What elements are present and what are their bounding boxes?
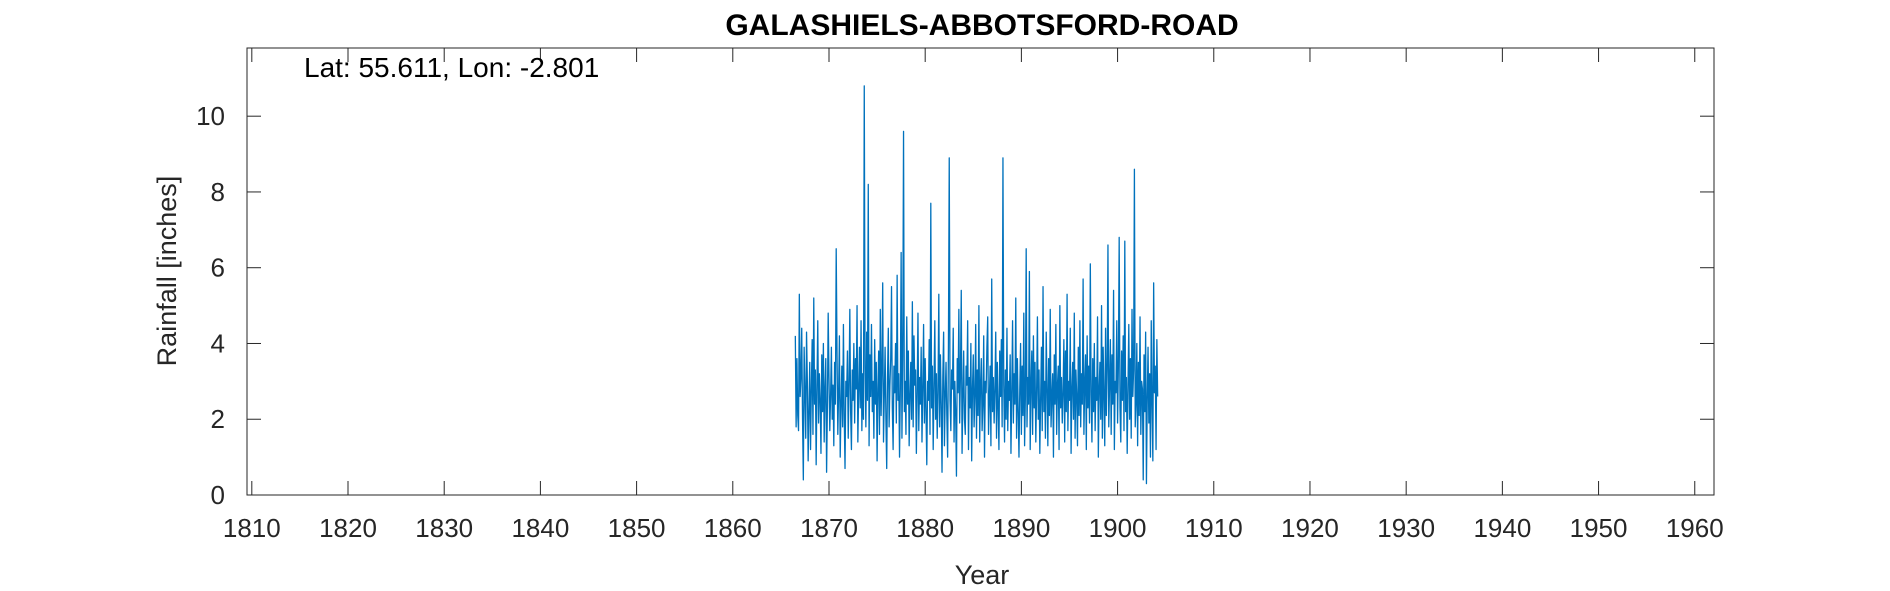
y-tick-label: 6 (211, 253, 225, 283)
x-tick-label: 1960 (1666, 513, 1724, 543)
x-tick-label: 1910 (1185, 513, 1243, 543)
x-tick-label: 1840 (511, 513, 569, 543)
location-annotation: Lat: 55.611, Lon: -2.801 (304, 52, 599, 83)
x-tick-label: 1880 (896, 513, 954, 543)
y-tick-label: 10 (196, 101, 225, 131)
y-tick-label: 0 (211, 480, 225, 510)
x-axis-label: Year (955, 560, 1010, 590)
axis-tick-labels: 1810 1820 1830 1840 1850 1860 1870 1880 1890 1900… (196, 101, 1724, 543)
x-tick-label: 1870 (800, 513, 858, 543)
y-tick-label: 2 (211, 404, 225, 434)
x-tick-label: 1830 (415, 513, 473, 543)
x-tick-label: 1890 (992, 513, 1050, 543)
x-tick-label: 1810 (223, 513, 281, 543)
axis-ticks (247, 48, 1714, 496)
y-tick-label: 4 (211, 328, 225, 358)
x-tick-label: 1920 (1281, 513, 1339, 543)
x-tick-label: 1940 (1473, 513, 1531, 543)
x-tick-label: 1820 (319, 513, 377, 543)
series-line-rainfall (794, 85, 1159, 485)
x-tick-label: 1860 (704, 513, 762, 543)
chart-title: GALASHIELS-ABBOTSFORD-ROAD (725, 9, 1238, 42)
y-tick-label: 8 (211, 177, 225, 207)
y-axis-label: Rainfall [inches] (152, 176, 182, 367)
x-tick-label: 1930 (1377, 513, 1435, 543)
x-tick-label: 1850 (608, 513, 666, 543)
x-tick-label: 1900 (1089, 513, 1147, 543)
x-tick-label: 1950 (1570, 513, 1628, 543)
